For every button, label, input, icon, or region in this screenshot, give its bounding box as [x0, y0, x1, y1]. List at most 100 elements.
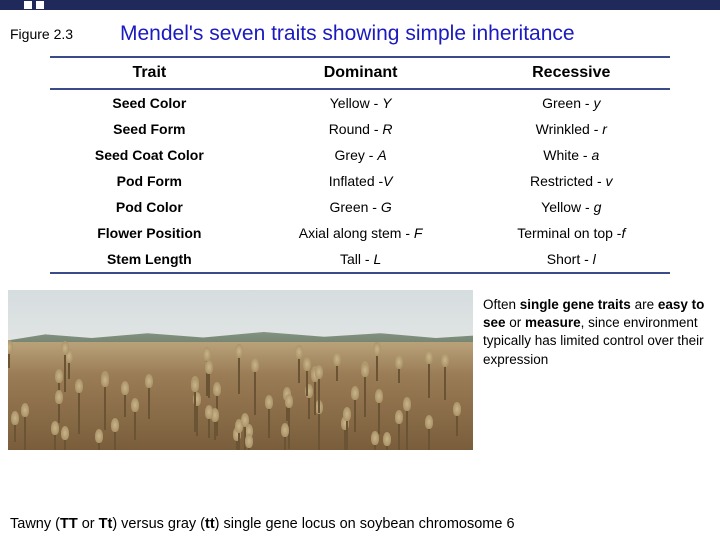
plant-tuft: [371, 431, 379, 445]
cell-dominant: Yellow - Y: [249, 89, 473, 116]
table-row: Pod FormInflated -VRestricted - v: [50, 168, 670, 194]
cell-trait: Seed Coat Color: [50, 142, 249, 168]
plant-stalk: [364, 373, 366, 400]
plant-stalk: [346, 417, 348, 450]
plant-stalk: [64, 351, 66, 392]
plant-tuft: [131, 398, 139, 412]
footer-caption: Tawny (TT or Tt) versus gray (tt) single…: [10, 516, 710, 532]
plant-stalk: [134, 408, 136, 440]
plant-tuft: [375, 389, 383, 403]
plant-tuft: [383, 432, 391, 446]
cell-recessive: Terminal on top -f: [473, 220, 670, 246]
plant-tuft: [121, 381, 129, 395]
cell-trait: Flower Position: [50, 220, 249, 246]
plant-tuft: [403, 397, 411, 411]
plant-stalk: [298, 355, 300, 383]
field-photo: [8, 290, 473, 450]
caption-part: are: [631, 297, 658, 312]
plant-tuft: [441, 353, 449, 367]
plant-tuft: [285, 394, 293, 408]
plant-tuft: [61, 426, 69, 440]
plant-stalk: [78, 389, 80, 434]
caption-part: or: [506, 315, 526, 330]
plant-tuft: [205, 360, 213, 374]
plant-tuft: [373, 342, 381, 356]
plant-tuft: [111, 418, 119, 432]
plant-tuft: [101, 373, 109, 387]
plant-stalk: [104, 383, 106, 430]
cell-trait: Seed Form: [50, 116, 249, 142]
accent-square-icon: [36, 1, 44, 9]
plant-tuft: [145, 374, 153, 388]
top-accent-bar: [0, 0, 720, 10]
table-row: Seed Coat ColorGrey - AWhite - a: [50, 142, 670, 168]
caption-text: Often single gene traits are easy to see…: [483, 290, 712, 450]
traits-table-wrap: Trait Dominant Recessive Seed ColorYello…: [50, 56, 670, 274]
table-row: Seed FormRound - RWrinkled - r: [50, 116, 670, 142]
plant-stalk: [444, 363, 446, 400]
caption-part: Often: [483, 297, 520, 312]
accent-square-icon: [24, 1, 32, 9]
cell-dominant: Tall - L: [249, 246, 473, 273]
table-row: Seed ColorYellow - YGreen - y: [50, 89, 670, 116]
table-header-row: Trait Dominant Recessive: [50, 57, 670, 89]
plant-tuft: [95, 429, 103, 443]
cell-recessive: Wrinkled - r: [473, 116, 670, 142]
plant-stalk: [318, 410, 320, 450]
cell-recessive: Green - y: [473, 89, 670, 116]
plant-tuft: [295, 345, 303, 359]
cell-recessive: White - a: [473, 142, 670, 168]
plant-tuft: [425, 350, 433, 364]
plant-tuft: [51, 421, 59, 435]
plant-stalk: [306, 367, 308, 396]
footer-bold: tt: [205, 516, 215, 532]
plant-stalk: [428, 360, 430, 398]
plant-stalk: [24, 413, 26, 450]
plant-tuft: [281, 423, 289, 437]
plant-tuft: [205, 405, 213, 419]
cell-trait: Stem Length: [50, 246, 249, 273]
cell-dominant: Axial along stem - F: [249, 220, 473, 246]
plant-tuft: [251, 358, 259, 372]
plant-tuft: [343, 407, 351, 421]
plant-stalk: [196, 402, 198, 436]
col-trait: Trait: [50, 57, 249, 89]
plant-tuft: [395, 410, 403, 424]
footer-bold: TT: [60, 516, 78, 532]
page-title: Mendel's seven traits showing simple inh…: [120, 22, 575, 46]
plant-tuft: [315, 365, 323, 379]
cell-trait: Pod Form: [50, 168, 249, 194]
plant-tuft: [303, 357, 311, 371]
plant-stalk: [378, 399, 380, 434]
bottom-section: Often single gene traits are easy to see…: [0, 290, 720, 450]
plant-stalk: [194, 388, 196, 415]
traits-table: Trait Dominant Recessive Seed ColorYello…: [50, 56, 670, 274]
footer-part: ) versus gray (: [112, 516, 205, 532]
table-row: Stem LengthTall - LShort - l: [50, 246, 670, 273]
plant-tuft: [395, 355, 403, 369]
plant-stalk: [314, 378, 316, 415]
plant-tuft: [55, 369, 63, 383]
plant-stalk: [268, 405, 270, 438]
plant-tuft: [235, 344, 243, 358]
plant-tuft: [75, 379, 83, 393]
plant-tuft: [55, 390, 63, 404]
cell-trait: Seed Color: [50, 89, 249, 116]
plant-tuft: [351, 386, 359, 400]
plant-tuft: [245, 434, 253, 448]
footer-bold: Tt: [99, 516, 113, 532]
cell-recessive: Restricted - v: [473, 168, 670, 194]
plant-tuft: [333, 352, 341, 366]
plant-stalk: [354, 396, 356, 432]
table-row: Flower PositionAxial along stem - FTermi…: [50, 220, 670, 246]
plant-stalk: [254, 368, 256, 415]
plant-tuft: [11, 411, 19, 425]
caption-bold: measure: [525, 315, 581, 330]
plant-tuft: [241, 413, 249, 427]
plant-tuft: [191, 378, 199, 392]
footer-part: ) single gene locus on soybean chromosom…: [215, 516, 515, 532]
plant-tuft: [21, 403, 29, 417]
footer-part: or: [78, 516, 99, 532]
footer-part: Tawny (: [10, 516, 60, 532]
cell-dominant: Green - G: [249, 194, 473, 220]
